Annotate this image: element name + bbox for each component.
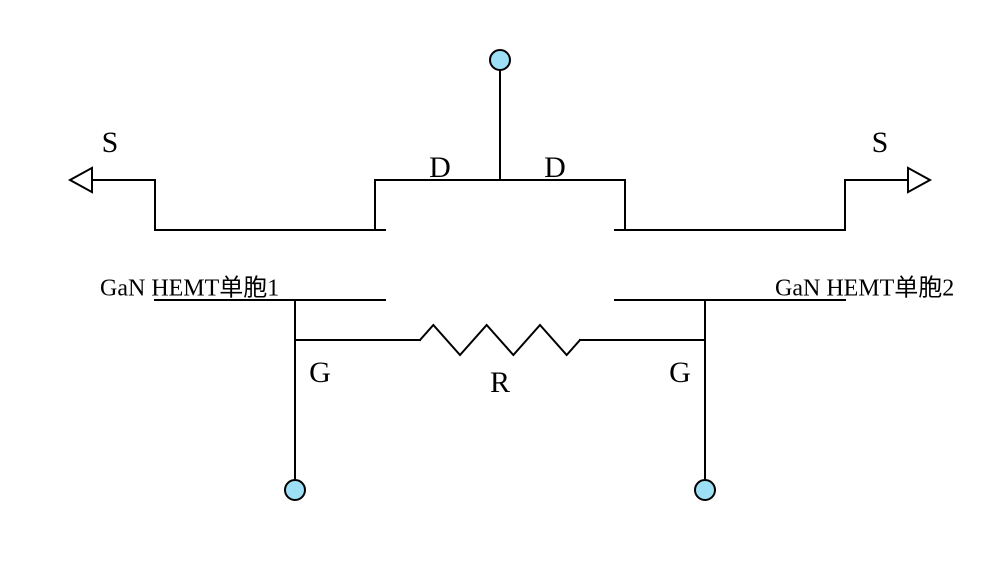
label-D-left: D: [429, 151, 451, 184]
label-R: R: [490, 366, 510, 399]
label-D-right: D: [544, 151, 566, 184]
resistor-body: [420, 325, 580, 355]
circuit-diagram: D D S S G G R GaN HEMT单胞1 GaN HEMT单胞2: [0, 0, 1000, 568]
label-S-right: S: [872, 126, 889, 159]
drain-terminal: [490, 50, 510, 70]
label-G-left: G: [309, 356, 331, 389]
gate-terminal-left: [285, 480, 305, 500]
label-block-right: GaN HEMT单胞2: [775, 275, 954, 302]
source-arrow-left: [70, 168, 92, 192]
source-arrow-right: [908, 168, 930, 192]
label-block-left: GaN HEMT单胞1: [100, 275, 279, 302]
label-S-left: S: [102, 126, 119, 159]
label-G-right: G: [669, 356, 691, 389]
gate-terminal-right: [695, 480, 715, 500]
